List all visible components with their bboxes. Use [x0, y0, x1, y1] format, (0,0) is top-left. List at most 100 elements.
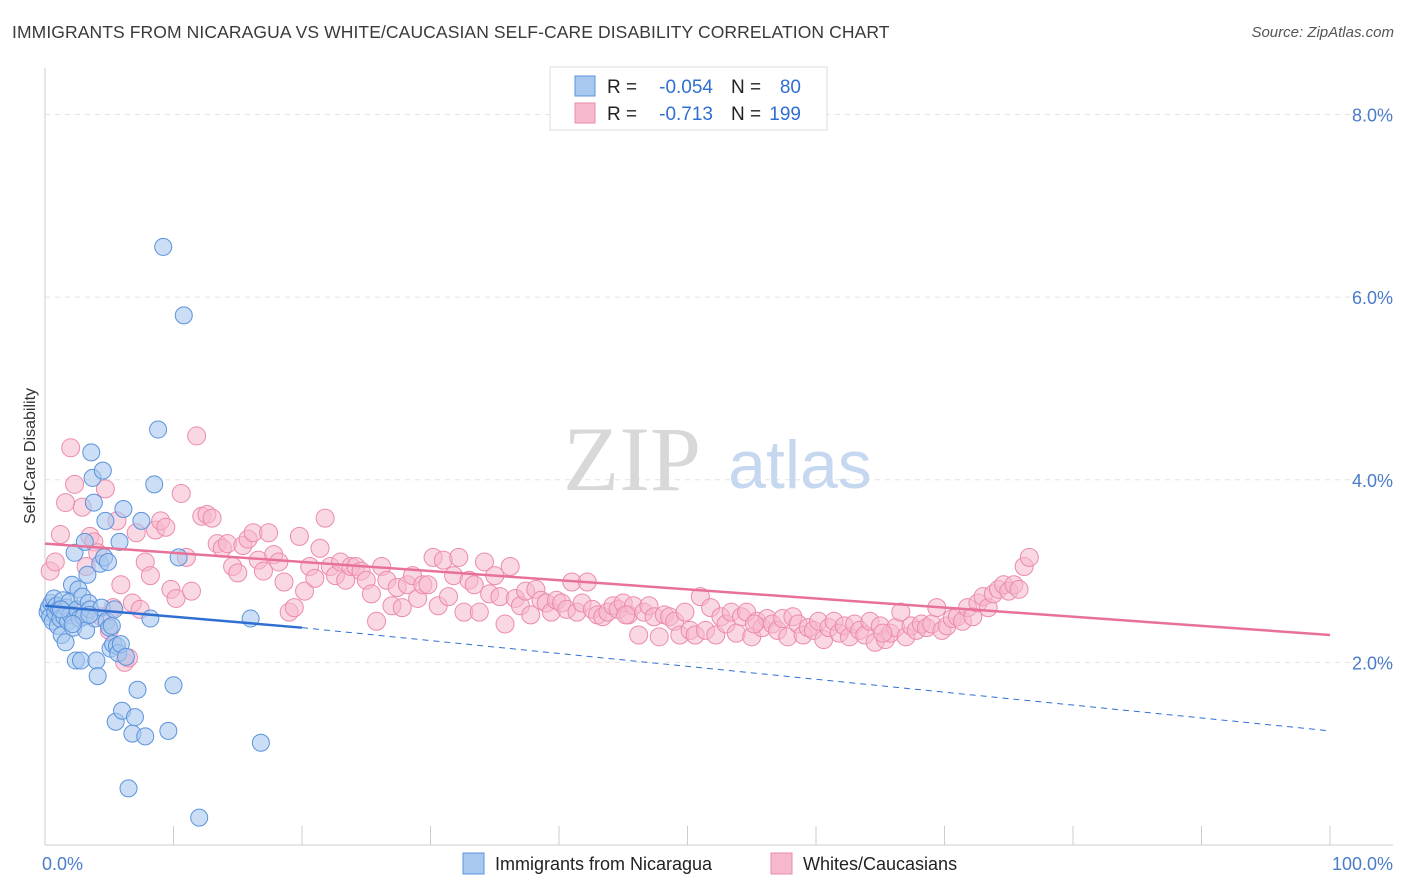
whites-point-54	[295, 581, 315, 601]
watermark: ZIP atlas	[563, 408, 872, 510]
y-tick-label-6: 6.0%	[1352, 288, 1393, 308]
whites-point-67	[361, 584, 381, 604]
series-whites-points	[40, 426, 1039, 672]
whites-point-30	[171, 483, 191, 503]
whites-point-93	[495, 614, 515, 634]
nicaragua-point-34	[82, 443, 101, 462]
whites-point-68	[367, 611, 387, 631]
whites-point-84	[449, 547, 469, 567]
nicaragua-point-64	[132, 511, 151, 530]
whites-point-2	[50, 525, 70, 545]
nicaragua-point-77	[52, 600, 71, 619]
whites-point-196	[616, 605, 636, 625]
whites-point-17	[111, 575, 131, 595]
grid	[45, 114, 1393, 663]
nicaragua-point-58	[114, 499, 133, 518]
legend-box: R = -0.054 N = 80 R = -0.713 N = 199	[549, 66, 828, 131]
watermark-atlas: atlas	[728, 427, 872, 503]
chart-title: IMMIGRANTS FROM NICARAGUA VS WHITE/CAUCA…	[12, 22, 890, 42]
whites-point-73	[392, 598, 412, 618]
nicaragua-point-55	[110, 532, 129, 551]
nicaragua-point-71	[164, 676, 183, 695]
whites-point-4	[61, 438, 81, 458]
whites-point-24	[140, 566, 160, 586]
nicaragua-point-59	[116, 647, 135, 666]
whites-point-81	[433, 550, 453, 570]
legend-n-label-2: N =	[731, 104, 761, 125]
watermark-zip: ZIP	[563, 408, 701, 510]
bottom-legend-nicaragua: Immigrants from Nicaragua	[495, 854, 713, 874]
nicaragua-point-44	[96, 511, 115, 530]
y-tick-label-8: 8.0%	[1352, 106, 1393, 126]
nicaragua-point-60	[119, 779, 138, 798]
legend-n-label-1: N =	[731, 77, 761, 98]
y-axis-label: Self-Care Disability	[22, 388, 39, 524]
nicaragua-point-62	[125, 708, 144, 727]
nicaragua-point-14	[56, 633, 75, 652]
bottom-legend: Immigrants from Nicaragua Whites/Caucasi…	[462, 852, 957, 875]
nicaragua-point-73	[174, 306, 193, 325]
whites-point-41	[228, 563, 248, 583]
whites-point-33	[187, 426, 207, 446]
whites-point-197	[744, 614, 764, 634]
nicaragua-point-65	[136, 727, 155, 746]
whites-point-3	[56, 493, 76, 513]
y-tick-labels: 2.0% 4.0% 6.0% 8.0%	[1352, 106, 1393, 674]
whites-point-88	[469, 602, 489, 622]
whites-point-195	[1019, 547, 1039, 567]
nicaragua-point-76	[251, 733, 270, 752]
legend-r-value-1: -0.054	[659, 77, 713, 98]
legend-n-value-2: 199	[769, 104, 801, 125]
nicaragua-point-78	[63, 615, 82, 634]
legend-n-value-1: 80	[780, 77, 801, 98]
nicaragua-point-69	[154, 237, 173, 256]
nicaragua-point-70	[159, 721, 178, 740]
whites-point-89	[474, 552, 494, 572]
whites-point-78	[418, 575, 438, 595]
whites-point-198	[873, 623, 893, 643]
whites-point-29	[166, 588, 186, 608]
whites-point-53	[289, 526, 309, 546]
whites-point-5	[65, 474, 85, 494]
whites-point-98	[521, 605, 541, 625]
whites-point-56	[305, 568, 325, 588]
legend-frame	[549, 66, 828, 131]
x-tick-labels: 0.0% 100.0%	[42, 854, 1393, 874]
y-tick-label-2: 2.0%	[1352, 653, 1393, 673]
nicaragua-point-49	[102, 616, 121, 635]
nicaragua-point-39	[88, 667, 107, 686]
nicaragua-point-67	[145, 475, 164, 494]
whites-point-13	[95, 479, 115, 499]
x-tick-label-max: 100.0%	[1332, 854, 1393, 874]
nicaragua-point-36	[84, 493, 103, 512]
nicaragua-point-72	[169, 548, 188, 567]
whites-point-119	[629, 625, 649, 645]
chart-source: Source: ZipAtlas.com	[1251, 24, 1394, 41]
nicaragua-point-21	[65, 543, 84, 562]
whites-point-50	[274, 572, 294, 592]
legend-r-value-2: -0.713	[659, 104, 713, 125]
legend-r-label-1: R =	[607, 77, 637, 98]
legend-blue-swatch	[574, 75, 596, 97]
whites-point-52	[284, 598, 304, 618]
nicaragua-point-31	[78, 565, 97, 584]
bottom-legend-whites: Whites/Caucasians	[803, 854, 957, 874]
nicaragua-point-74	[190, 808, 209, 827]
whites-point-123	[649, 627, 669, 647]
whites-point-82	[438, 587, 458, 607]
whites-point-47	[259, 523, 279, 543]
bottom-legend-pink-swatch	[770, 852, 793, 875]
whites-point-58	[315, 508, 335, 528]
nicaragua-point-42	[93, 461, 112, 480]
whites-point-27	[156, 517, 176, 537]
nicaragua-point-68	[149, 420, 168, 439]
whites-trend-line	[44, 542, 1331, 637]
legend-pink-swatch	[574, 102, 596, 124]
whites-point-128	[675, 602, 695, 622]
nicaragua-trend-dashed	[301, 627, 1331, 732]
bottom-legend-blue-swatch	[462, 852, 485, 875]
whites-point-94	[500, 557, 520, 577]
nicaragua-point-51	[105, 600, 124, 619]
legend-r-label-2: R =	[607, 104, 637, 125]
